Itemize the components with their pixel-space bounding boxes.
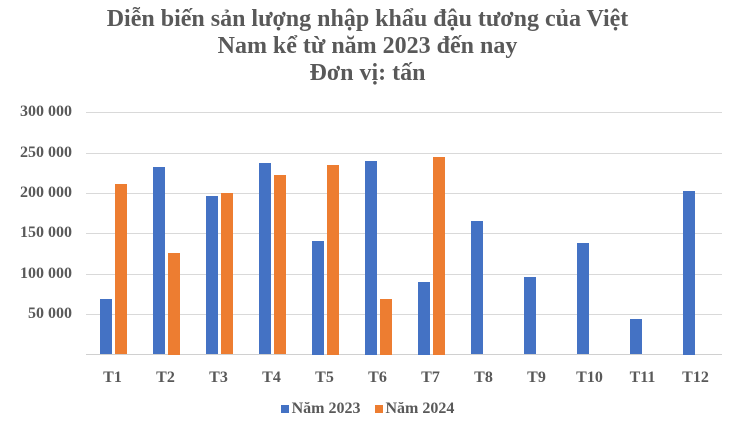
bar-t2-2024: [168, 253, 180, 355]
legend-label-2024: Năm 2024: [385, 400, 455, 417]
bar-t3-2023: [206, 196, 218, 354]
legend-label-2023: Năm 2023: [291, 400, 361, 417]
bar-t5-2024: [327, 165, 339, 355]
x-tick-label: T4: [262, 369, 281, 386]
chart-title-line-1: Diễn biến sản lượng nhập khẩu đậu tương …: [106, 6, 629, 32]
x-tick-label: T9: [527, 369, 546, 386]
bar-t7-2024: [433, 157, 445, 355]
legend-swatch-2023: [280, 405, 289, 413]
legend: Năm 2023 Năm 2024: [0, 400, 735, 418]
gridline: [86, 274, 722, 275]
y-tick-label: 150 000: [20, 224, 72, 241]
gridline: [86, 233, 722, 234]
chart-title: Diễn biến sản lượng nhập khẩu đậu tương …: [0, 6, 735, 87]
x-tick-label: T1: [103, 369, 122, 386]
x-tick-label: T2: [156, 369, 175, 386]
bar-t4-2023: [259, 163, 271, 354]
legend-swatch-2024: [374, 405, 383, 413]
x-tick-label: T10: [576, 369, 603, 386]
x-axis-line: [86, 354, 722, 355]
chart-subtitle: Đơn vị: tấn: [309, 60, 426, 86]
bar-t8-2023: [471, 221, 483, 354]
bar-t9-2023: [524, 277, 536, 354]
legend-item-2023: Năm 2023: [280, 400, 361, 418]
bar-t3-2024: [221, 193, 233, 354]
bar-t10-2023: [577, 243, 589, 354]
x-tick-label: T6: [368, 369, 387, 386]
y-tick-label: 100 000: [20, 265, 72, 282]
bar-t6-2023: [365, 161, 377, 355]
bar-t1-2024: [115, 184, 127, 354]
x-tick-label: T5: [315, 369, 334, 386]
gridline: [86, 153, 722, 154]
gridline: [86, 112, 722, 113]
y-tick-label: 50 000: [28, 305, 72, 322]
x-tick-label: T3: [209, 369, 228, 386]
x-tick-label: T7: [421, 369, 440, 386]
y-tick-label: 250 000: [20, 144, 72, 161]
x-tick-label: T12: [682, 369, 709, 386]
bar-t5-2023: [312, 241, 324, 355]
bar-t1-2023: [100, 299, 112, 354]
gridline: [86, 193, 722, 194]
bar-t4-2024: [274, 175, 286, 354]
x-tick-label: T11: [629, 369, 656, 386]
bar-t11-2023: [630, 319, 642, 354]
legend-item-2024: Năm 2024: [374, 400, 455, 418]
gridline: [86, 314, 722, 315]
y-tick-label: 300 000: [20, 103, 72, 120]
bar-t12-2023: [683, 191, 695, 355]
x-tick-label: T8: [474, 369, 493, 386]
chart-title-line-2: Nam kể từ năm 2023 đến nay: [217, 33, 518, 59]
y-tick-label: 200 000: [20, 184, 72, 201]
bar-t2-2023: [153, 167, 165, 354]
bar-t7-2023: [418, 282, 430, 355]
bar-t6-2024: [380, 299, 392, 355]
